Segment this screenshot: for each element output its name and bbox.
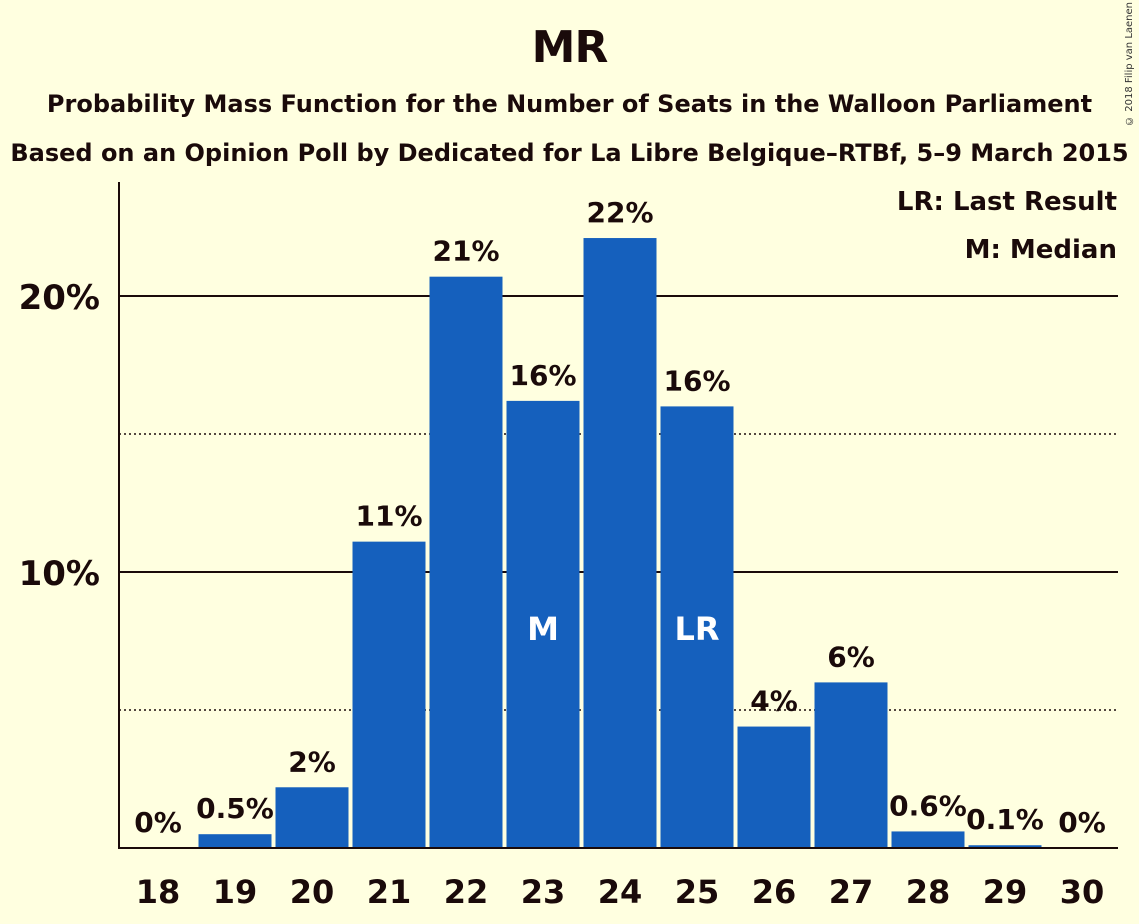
bar-annotation-m: M [527,610,559,648]
bar-value-label: 0% [1058,806,1106,839]
bar-value-label: 21% [432,235,499,268]
x-tick-label: 26 [752,873,797,911]
bar [891,831,965,848]
legend-entry: M: Median [965,235,1117,265]
bar-value-label: 0% [134,806,182,839]
x-tick-label: 25 [675,873,720,911]
bar-value-label: 6% [827,640,875,673]
bar-value-label: 0.6% [889,789,967,822]
bar-annotation-lr: LR [674,610,719,648]
x-tick-label: 27 [829,873,874,911]
bar [660,406,734,848]
x-tick-label: 18 [136,873,181,911]
bar [506,400,580,848]
bar-value-label: 22% [586,196,653,229]
bar [968,845,1042,848]
bar-value-label: 11% [355,500,422,533]
chart-subtitle: Probability Mass Function for the Number… [46,90,1093,118]
bar [583,238,657,849]
x-tick-label: 21 [367,873,412,911]
x-tick-label: 20 [290,873,335,911]
x-tick-label: 30 [1060,873,1105,911]
chart-subtitle-poll: Based on an Opinion Poll by Dedicated fo… [10,139,1129,167]
chart-title: MR [531,22,609,73]
x-tick-label: 22 [444,873,489,911]
legend-entry: LR: Last Result [897,187,1117,217]
x-tick-label: 29 [983,873,1028,911]
bar-value-label: 2% [288,745,336,778]
x-tick-label: 28 [906,873,951,911]
bar [275,787,349,848]
bar [198,834,272,848]
bar-value-label: 0.1% [966,803,1044,836]
bar [814,682,888,848]
y-tick-label: 20% [19,278,100,318]
x-tick-label: 24 [598,873,643,911]
bar-value-label: 0.5% [196,792,274,825]
bar-value-label: 16% [509,359,576,392]
bar [352,541,426,848]
bar-value-label: 4% [750,685,798,718]
x-tick-label: 23 [521,873,566,911]
bar [429,276,503,848]
y-tick-label: 10% [19,554,100,594]
bar-value-label: 16% [663,364,730,397]
x-tick-label: 19 [213,873,258,911]
bar [737,726,811,848]
